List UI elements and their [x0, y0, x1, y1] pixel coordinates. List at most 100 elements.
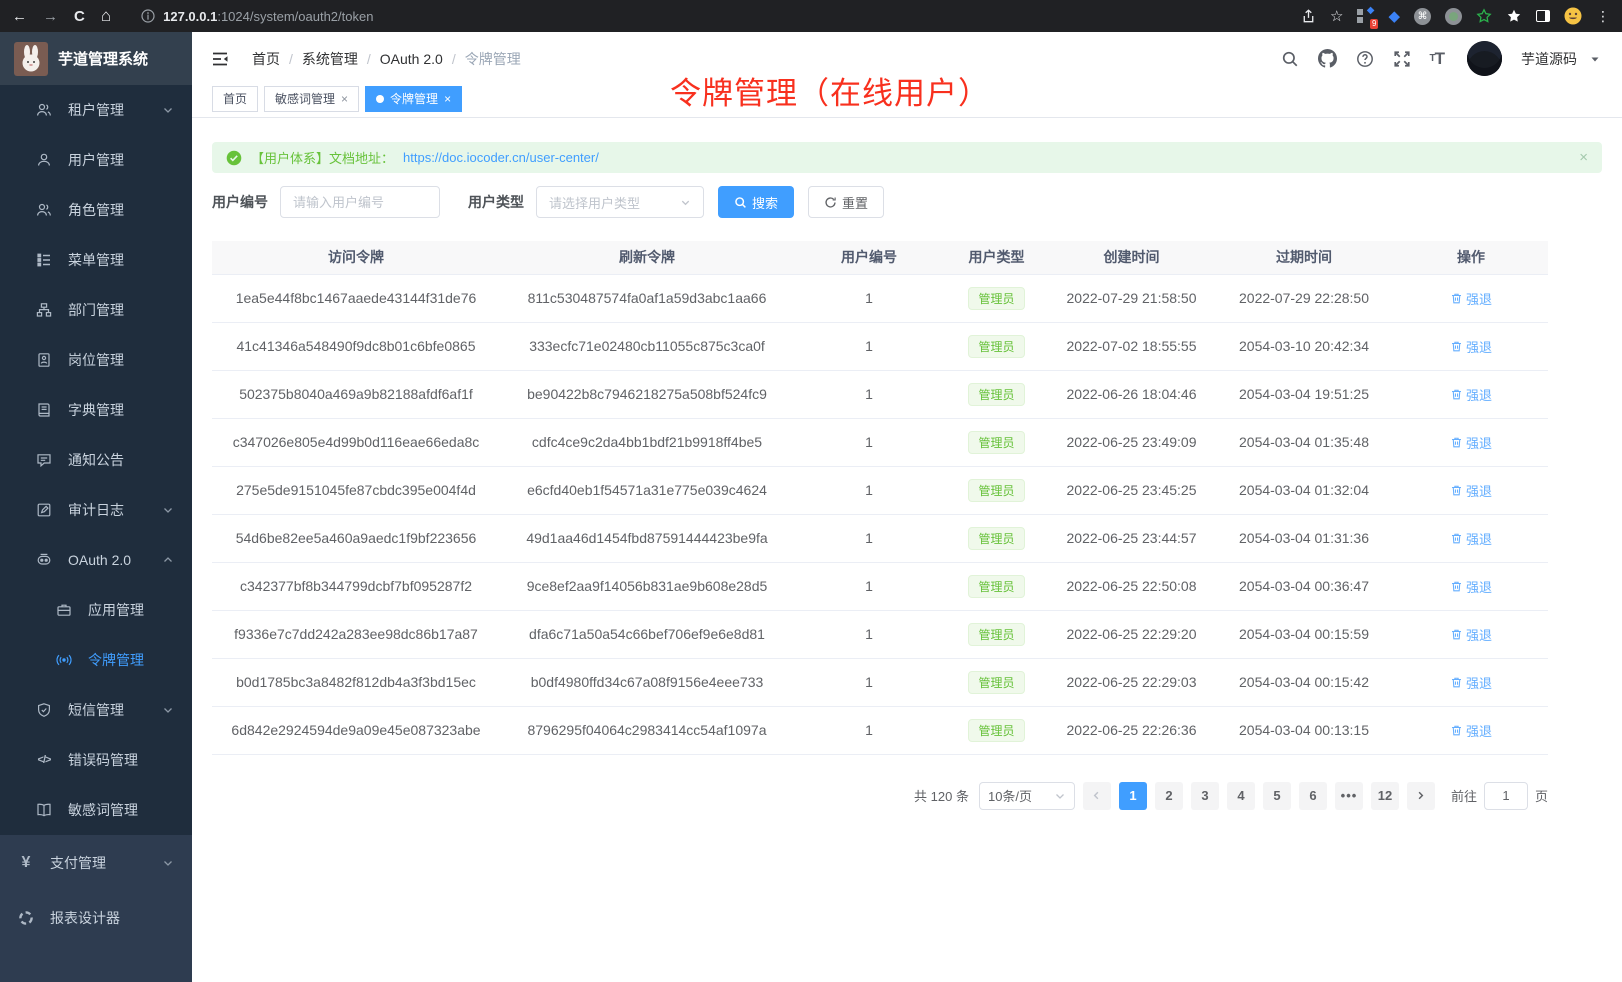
record-extension-icon[interactable] — [1445, 7, 1462, 25]
alert-close-icon[interactable]: × — [1579, 149, 1588, 166]
sidebar-item-dept[interactable]: 部门管理 — [0, 285, 192, 335]
page-button-5[interactable]: 5 — [1262, 781, 1291, 810]
page-button-2[interactable]: 2 — [1154, 781, 1183, 810]
prev-page-button[interactable] — [1082, 781, 1111, 810]
page-size-select[interactable]: 10条/页 — [978, 781, 1075, 810]
trash-icon — [1452, 389, 1461, 399]
page-button-1[interactable]: 1 — [1118, 781, 1147, 810]
address-bar[interactable]: 127.0.0.1:1024/system/oauth2/token — [141, 9, 373, 24]
force-logout-button[interactable]: 强退 — [1450, 337, 1492, 356]
extensions-badge-icon[interactable]: ◆ 9 — [1357, 5, 1379, 29]
tab-close-icon[interactable]: × — [444, 91, 452, 106]
breadcrumb-item[interactable]: 系统管理 — [301, 50, 358, 67]
forward-icon[interactable]: → — [43, 7, 58, 25]
force-logout-button[interactable]: 强退 — [1450, 529, 1492, 548]
sidebar-item-menu[interactable]: 菜单管理 — [0, 235, 192, 285]
breadcrumb-item[interactable]: 首页 — [252, 50, 280, 67]
side-panel-icon[interactable] — [1536, 10, 1550, 22]
pay-yen-icon: ¥ — [21, 853, 31, 871]
sidebar-item-oauth2[interactable]: OAuth 2.0 — [0, 535, 192, 585]
next-page-button[interactable] — [1406, 781, 1435, 810]
trash-icon — [1452, 293, 1461, 303]
column-header: 刷新令牌 — [500, 241, 794, 275]
force-logout-button[interactable]: 强退 — [1450, 289, 1492, 308]
goto-page-input[interactable] — [1483, 781, 1528, 810]
help-icon[interactable] — [1356, 50, 1374, 68]
user-id-cell: 1 — [794, 562, 944, 611]
share-icon[interactable] — [1301, 8, 1316, 24]
breadcrumb-item[interactable]: OAuth 2.0 — [379, 50, 443, 67]
sidebar-item-dict[interactable]: 字典管理 — [0, 385, 192, 435]
sidebar-logo-row[interactable]: 芋道管理系统 — [0, 32, 192, 85]
sidebar-item-sensitive[interactable]: 敏感词管理 — [0, 785, 192, 835]
force-logout-button[interactable]: 强退 — [1450, 721, 1492, 740]
command-extension-icon[interactable]: ⌘ — [1414, 7, 1431, 25]
sidebar-fold-icon[interactable] — [210, 49, 230, 69]
chevron-down-icon — [1054, 790, 1066, 802]
sidebar-item-pay[interactable]: ¥ 支付管理 — [0, 835, 192, 890]
force-logout-button[interactable]: 强退 — [1450, 625, 1492, 644]
sidebar-item-report[interactable]: 报表设计器 — [0, 890, 192, 945]
trash-icon — [1452, 725, 1461, 735]
table-header-row: 访问令牌 刷新令牌 用户编号 用户类型 创建时间 过期时间 操作 — [212, 241, 1548, 275]
sidebar-item-oauth2-token[interactable]: 令牌管理 — [0, 635, 192, 685]
audit-icon — [36, 502, 52, 518]
bookmark-star-icon[interactable]: ☆ — [1330, 8, 1344, 25]
post-icon — [36, 352, 52, 368]
page-button-4[interactable]: 4 — [1226, 781, 1255, 810]
app-title: 芋道管理系统 — [58, 51, 149, 68]
search-button[interactable]: 搜索 — [718, 186, 795, 218]
tab-令牌管理[interactable]: 令牌管理 × — [365, 85, 463, 112]
force-logout-button[interactable]: 强退 — [1450, 481, 1492, 500]
sidebar-item-role[interactable]: 角色管理 — [0, 185, 192, 235]
sidebar-item-audit[interactable]: 审计日志 — [0, 485, 192, 535]
page-button-6[interactable]: 6 — [1298, 781, 1327, 810]
green-star-extension-icon[interactable] — [1476, 8, 1492, 24]
white-star-extension-icon[interactable] — [1506, 8, 1522, 24]
breadcrumb-separator: / — [289, 50, 293, 67]
force-logout-button[interactable]: 强退 — [1450, 577, 1492, 596]
tab-敏感词管理[interactable]: 敏感词管理 × — [264, 85, 360, 112]
search-icon[interactable] — [1281, 50, 1299, 68]
sidebar-item-errcode[interactable]: </> 错误码管理 — [0, 735, 192, 785]
force-logout-button[interactable]: 强退 — [1450, 385, 1492, 404]
page-button-3[interactable]: 3 — [1190, 781, 1219, 810]
trash-icon — [1452, 437, 1461, 447]
expire-time-cell: 2054-03-04 00:15:42 — [1214, 658, 1394, 707]
sidebar-item-oauth2-app[interactable]: 应用管理 — [0, 585, 192, 635]
user-id-input[interactable] — [280, 186, 440, 218]
profile-emoji-icon[interactable] — [1564, 7, 1582, 25]
caret-down-icon[interactable] — [1590, 54, 1600, 64]
browser-menu-icon[interactable]: ⋮ — [1596, 7, 1610, 24]
reset-button[interactable]: 重置 — [808, 186, 885, 218]
column-header: 访问令牌 — [212, 241, 500, 275]
sidebar-item-post[interactable]: 岗位管理 — [0, 335, 192, 385]
sidebar-item-tenant[interactable]: 租户管理 — [0, 85, 192, 135]
user-type-cell: 管理员 — [944, 322, 1049, 371]
back-icon[interactable]: ← — [12, 7, 27, 25]
sidebar-item-sms[interactable]: 短信管理 — [0, 685, 192, 735]
sidebar-item-notice[interactable]: 通知公告 — [0, 435, 192, 485]
avatar[interactable] — [1467, 41, 1502, 76]
fullscreen-icon[interactable] — [1393, 50, 1411, 68]
force-logout-button[interactable]: 强退 — [1450, 673, 1492, 692]
sidebar-item-label: 报表设计器 — [50, 909, 120, 926]
tab-首页[interactable]: 首页 — [212, 85, 259, 112]
gem-extension-icon[interactable]: ◆ — [1388, 8, 1400, 25]
force-logout-button[interactable]: 强退 — [1450, 433, 1492, 452]
refresh-icon[interactable]: C — [74, 7, 85, 25]
refresh-icon — [825, 196, 836, 208]
dict-icon — [36, 402, 52, 418]
sidebar-item-user[interactable]: 用户管理 — [0, 135, 192, 185]
github-icon[interactable] — [1317, 49, 1337, 68]
refresh-token-cell: cdfc4ce9c2da4bb1bdf21b9918ff4be5 — [500, 418, 794, 467]
sidebar-item-label: 菜单管理 — [68, 252, 124, 268]
more-pages-button[interactable]: ••• — [1334, 781, 1363, 810]
user-type-select[interactable]: 请选择用户类型 — [536, 186, 704, 218]
alert-doc-link[interactable]: https://doc.iocoder.cn/user-center/ — [403, 150, 599, 165]
tab-close-icon[interactable]: × — [341, 91, 349, 106]
sidebar-section-1: 租户管理 用户管理 角色管理菜单管理部门管理 岗位管理 字典管理 通知公告 审计日志 OAut… — [0, 85, 192, 835]
home-icon[interactable]: ⌂ — [100, 6, 112, 25]
page-button-12[interactable]: 12 — [1370, 781, 1399, 810]
